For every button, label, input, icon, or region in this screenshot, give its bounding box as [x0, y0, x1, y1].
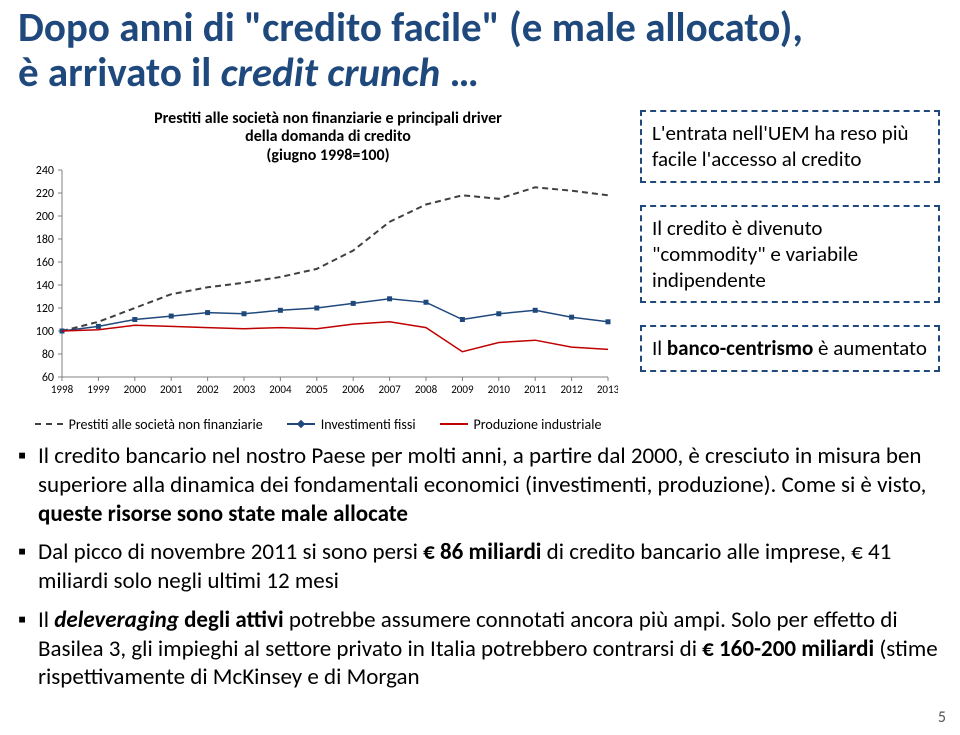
series-marker-investimenti	[460, 317, 465, 322]
slide: Dopo anni di "credito facile" (e male al…	[0, 0, 960, 735]
bullet-text: Il credito bancario nel nostro Paese per…	[38, 442, 938, 528]
chart-legend: Prestiti alle società non finanziarie Inv…	[18, 412, 618, 433]
page-number: 5	[938, 708, 946, 727]
legend-item-prestiti: Prestiti alle società non finanziarie	[35, 416, 263, 433]
y-tick-label: 140	[36, 279, 54, 293]
x-tick-label: 2001	[160, 383, 183, 396]
series-marker-investimenti	[242, 311, 247, 316]
series-marker-investimenti	[496, 311, 501, 316]
legend-swatch	[440, 423, 468, 425]
y-tick-label: 200	[36, 210, 54, 224]
callouts: L'entrata nell'UEM ha reso più facile l'…	[640, 110, 940, 372]
x-tick-label: 2002	[196, 383, 219, 396]
y-tick-label: 80	[42, 348, 54, 362]
bullet-text: Dal picco di novembre 2011 si sono persi…	[38, 538, 938, 596]
title-line1: Dopo anni di "credito facile" (e male al…	[18, 3, 803, 53]
title-line2-pre: è arrivato il	[18, 48, 221, 98]
legend-swatch	[287, 423, 315, 425]
bullet-icon: ▪	[18, 442, 38, 528]
y-tick-label: 160	[36, 256, 54, 270]
x-tick-label: 2003	[233, 383, 256, 396]
series-marker-investimenti	[314, 306, 319, 311]
callout-2: Il banco-centrismo è aumentato	[640, 325, 940, 371]
chart-title-l1: Prestiti alle società non finanziarie e …	[154, 109, 502, 128]
title-line2-post: …	[440, 48, 478, 98]
y-tick-label: 120	[36, 302, 54, 316]
chart-title-l2: della domanda di credito	[245, 127, 411, 146]
series-marker-investimenti	[424, 300, 429, 305]
series-marker-investimenti	[569, 315, 574, 320]
legend-item-produzione: Produzione industriale	[440, 416, 602, 433]
x-tick-label: 2013	[597, 383, 618, 396]
series-marker-investimenti	[205, 310, 210, 315]
series-marker-investimenti	[606, 319, 611, 324]
chart-container: Prestiti alle società non finanziarie e …	[18, 110, 618, 440]
x-tick-label: 2005	[306, 383, 328, 396]
series-marker-investimenti	[387, 296, 392, 301]
chart-svg: 6080100120140160180200220240199819992000…	[18, 162, 618, 412]
x-tick-label: 2006	[342, 383, 365, 396]
series-marker-investimenti	[169, 314, 174, 319]
legend-label: Produzione industriale	[474, 416, 602, 433]
series-marker-investimenti	[533, 308, 538, 313]
x-tick-label: 1998	[51, 383, 74, 396]
bullets: ▪Il credito bancario nel nostro Paese pe…	[18, 442, 938, 702]
x-tick-label: 2000	[124, 383, 147, 396]
series-prestiti	[62, 187, 608, 331]
y-tick-label: 100	[36, 325, 54, 339]
legend-item-investimenti: Investimenti fissi	[287, 416, 416, 433]
callout-0: L'entrata nell'UEM ha reso più facile l'…	[640, 110, 940, 183]
chart-title: Prestiti alle società non finanziarie e …	[78, 110, 578, 165]
y-tick-label: 180	[36, 233, 54, 247]
bullet-icon: ▪	[18, 606, 38, 692]
bullet-text: Il deleveraging degli attivi potrebbe as…	[38, 606, 938, 692]
legend-label: Prestiti alle società non finanziarie	[69, 416, 263, 433]
page-title: Dopo anni di "credito facile" (e male al…	[18, 6, 938, 96]
series-marker-investimenti	[132, 317, 137, 322]
bullet-1: ▪Dal picco di novembre 2011 si sono pers…	[18, 538, 938, 596]
x-tick-label: 1999	[87, 383, 110, 396]
x-tick-label: 2012	[560, 383, 583, 396]
series-produzione	[62, 322, 608, 352]
legend-marker	[296, 420, 304, 428]
x-tick-label: 2004	[269, 383, 292, 396]
legend-label: Investimenti fissi	[321, 416, 416, 433]
legend-swatch	[35, 423, 63, 425]
x-tick-label: 2008	[415, 383, 438, 396]
title-line2-em: credit crunch	[221, 48, 441, 98]
bullet-2: ▪Il deleveraging degli attivi potrebbe a…	[18, 606, 938, 692]
series-marker-investimenti	[96, 324, 101, 329]
bullet-icon: ▪	[18, 538, 38, 596]
y-tick-label: 220	[36, 187, 54, 201]
x-tick-label: 2011	[524, 383, 547, 396]
bullet-0: ▪Il credito bancario nel nostro Paese pe…	[18, 442, 938, 528]
callout-1: Il credito è divenuto "commodity" e vari…	[640, 205, 940, 304]
y-tick-label: 240	[36, 164, 54, 178]
series-marker-investimenti	[351, 301, 356, 306]
x-tick-label: 2007	[378, 383, 401, 396]
x-tick-label: 2010	[488, 383, 511, 396]
series-marker-investimenti	[278, 308, 283, 313]
x-tick-label: 2009	[451, 383, 474, 396]
